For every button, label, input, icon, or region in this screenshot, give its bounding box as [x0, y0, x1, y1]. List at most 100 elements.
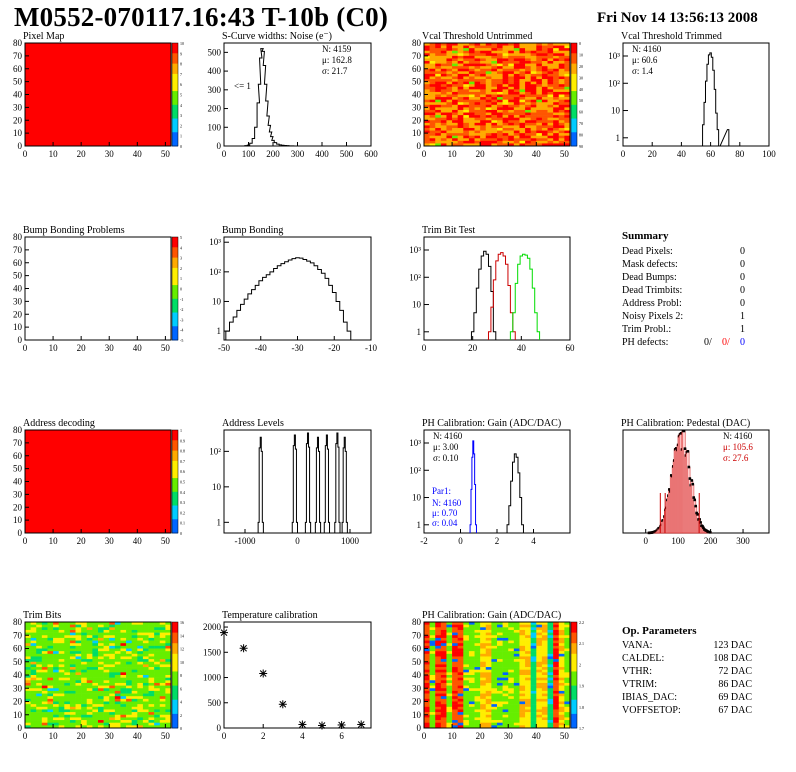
- heatmap-cell: [541, 717, 548, 721]
- heatmap-cell: [159, 725, 166, 729]
- heatmap-cell: [536, 53, 543, 57]
- heatmap-cell: [536, 704, 543, 708]
- heatmap-cell: [564, 107, 571, 111]
- heatmap-cell: [480, 109, 487, 113]
- heatmap-cell: [541, 690, 548, 694]
- heatmap-cell: [547, 112, 554, 116]
- heatmap-cell: [131, 645, 138, 649]
- heatmap-cell: [452, 709, 458, 713]
- heatmap-cell: [131, 714, 138, 718]
- heatmap-cell: [530, 632, 537, 636]
- heatmap-cell: [497, 84, 503, 88]
- y-tick-label: 20: [13, 502, 23, 512]
- heatmap-cell: [58, 693, 65, 697]
- heatmap-cell: [142, 717, 149, 721]
- heatmap-cell: [536, 127, 543, 131]
- heatmap-cell: [114, 645, 121, 649]
- heatmap-cell: [435, 120, 442, 124]
- heatmap-cell: [159, 669, 166, 673]
- heatmap-cell: [159, 722, 166, 726]
- heatmap-cell: [424, 91, 430, 95]
- heatmap-cell: [424, 712, 430, 716]
- heatmap-cell: [508, 677, 515, 681]
- heatmap-cell: [41, 653, 48, 657]
- heatmap-cell: [30, 645, 37, 649]
- heatmap-cell: [58, 677, 65, 681]
- heatmap-cell: [553, 112, 560, 116]
- colorbar-segment: [571, 87, 577, 92]
- heatmap-cell: [541, 76, 548, 80]
- heatmap-fill: [25, 430, 171, 533]
- heatmap-cell: [457, 714, 464, 718]
- heatmap-cell: [463, 722, 470, 726]
- heatmap-cell: [440, 86, 447, 90]
- colorbar-segment: [571, 646, 577, 651]
- heatmap-cell: [474, 656, 481, 660]
- heatmap-cell: [457, 120, 464, 124]
- heatmap-cell: [553, 84, 560, 88]
- heatmap-cell: [30, 704, 37, 708]
- colorbar-segment: [172, 91, 178, 95]
- heatmap-cell: [519, 138, 526, 142]
- heatmap-cell: [564, 81, 571, 85]
- heatmap-cell: [64, 725, 71, 729]
- heatmap-cell: [30, 643, 37, 647]
- heatmap-cell: [468, 637, 475, 641]
- heatmap-cell: [474, 130, 481, 134]
- heatmap-cell: [69, 661, 76, 665]
- heatmap-cell: [424, 107, 430, 111]
- heatmap-cell: [525, 629, 531, 633]
- heatmap-cell: [424, 717, 430, 721]
- heatmap-cell: [75, 696, 82, 700]
- heatmap-cell: [508, 130, 515, 134]
- heatmap-cell: [525, 651, 531, 655]
- heatmap-cell: [120, 651, 127, 655]
- heatmap-cell: [142, 661, 149, 665]
- heatmap-cell: [463, 640, 470, 644]
- heatmap-cell: [47, 643, 54, 647]
- heatmap-cell: [41, 622, 48, 625]
- heatmap-cell: [508, 117, 515, 121]
- heatmap-cell: [126, 637, 132, 641]
- heatmap-cell: [165, 677, 172, 681]
- heatmap-cell: [536, 714, 543, 718]
- heatmap-cell: [513, 102, 520, 106]
- heatmap-cell: [58, 659, 65, 663]
- heatmap-cell: [53, 698, 59, 702]
- heatmap-cell: [109, 627, 116, 631]
- heatmap-cell: [491, 709, 498, 713]
- colorbar-segment: [571, 101, 577, 106]
- heatmap-cell: [485, 693, 492, 697]
- heatmap-cell: [103, 696, 110, 700]
- colorbar-segment: [172, 653, 178, 658]
- heatmap-cell: [457, 693, 464, 697]
- heatmap-cell: [541, 664, 548, 668]
- colorbar-tick-label: 6: [180, 82, 182, 87]
- heatmap-cell: [435, 84, 442, 88]
- summary-label: Dead Bumps:: [622, 272, 677, 283]
- heatmap-cell: [468, 645, 475, 649]
- heatmap-cell: [41, 645, 48, 649]
- heatmap-cell: [64, 645, 71, 649]
- heatmap-cell: [120, 725, 127, 729]
- heatmap-cell: [457, 125, 464, 129]
- heatmap-cell: [553, 622, 560, 625]
- heatmap-cell: [148, 682, 155, 686]
- heatmap-cell: [485, 635, 492, 639]
- heatmap-cell: [154, 651, 161, 655]
- heatmap-cell: [137, 637, 144, 641]
- heatmap-cell: [452, 133, 458, 136]
- heatmap-cell: [92, 667, 99, 670]
- heatmap-cell: [452, 667, 458, 670]
- heatmap-cell: [536, 698, 543, 702]
- heatmap-cell: [30, 667, 37, 670]
- heatmap-cell: [513, 698, 520, 702]
- heatmap-cell: [58, 661, 65, 665]
- heatmap-cell: [530, 68, 537, 72]
- heatmap-cell: [468, 81, 475, 85]
- colorbar-tick-label: 2.1: [579, 641, 584, 646]
- colorbar-segment: [172, 529, 178, 534]
- heatmap-cell: [114, 640, 121, 644]
- heatmap-cell: [435, 656, 442, 660]
- heatmap-cell: [457, 97, 464, 100]
